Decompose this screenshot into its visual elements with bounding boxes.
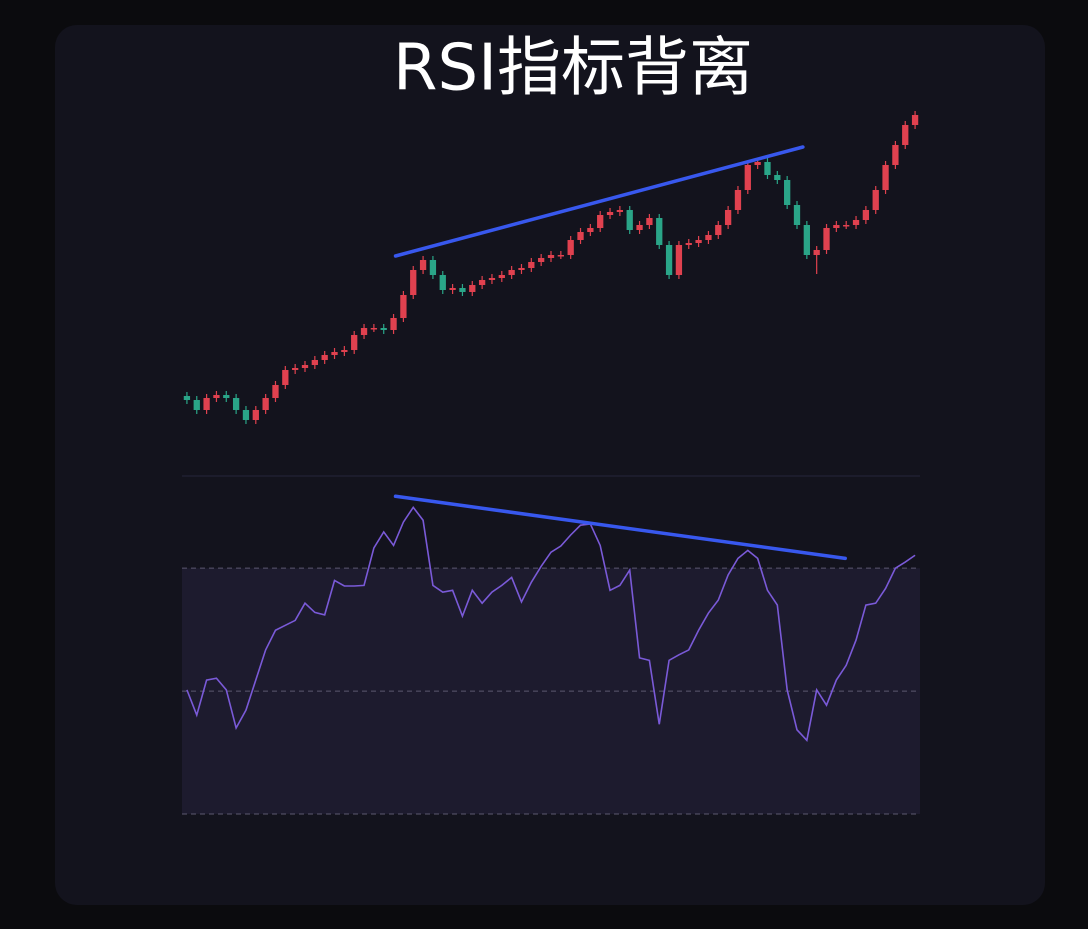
candle-body xyxy=(685,243,692,245)
candle-body xyxy=(528,262,535,268)
candle-body xyxy=(223,395,230,398)
candle-body xyxy=(715,225,722,235)
candle-body xyxy=(872,190,879,210)
candle-body xyxy=(656,218,663,245)
candle-body xyxy=(911,115,919,125)
candle-body xyxy=(577,232,584,240)
candle-body xyxy=(852,220,860,225)
candle-body xyxy=(488,278,496,280)
candle-body xyxy=(478,280,486,285)
candle-body xyxy=(419,260,427,270)
candle-body xyxy=(793,205,801,225)
candle-body xyxy=(380,328,387,330)
candle-body xyxy=(646,218,653,225)
candle-body xyxy=(744,165,751,190)
divergence-line xyxy=(393,494,847,561)
candle-body xyxy=(597,215,604,228)
candle-body xyxy=(469,285,476,292)
candle-body xyxy=(232,398,240,410)
candle-body xyxy=(705,235,712,240)
candle-body xyxy=(695,240,702,243)
candle-body xyxy=(213,395,220,398)
candle-body xyxy=(547,255,555,258)
candle-body xyxy=(449,288,456,290)
candle-body xyxy=(459,288,466,292)
candle-body xyxy=(803,225,810,255)
candle-body xyxy=(538,258,545,262)
candle-body xyxy=(784,180,791,205)
rsi-line xyxy=(186,505,916,742)
candle-body xyxy=(262,398,269,410)
candle-body xyxy=(724,210,732,225)
candle-body xyxy=(843,225,850,227)
candle-body xyxy=(606,212,614,215)
candle-body xyxy=(360,328,368,335)
candle-body xyxy=(321,355,328,360)
candle-body xyxy=(892,145,899,165)
candle-body xyxy=(626,210,633,230)
candle-body xyxy=(833,225,840,228)
candle-body xyxy=(272,385,279,398)
candle-body xyxy=(351,335,358,350)
candle-body xyxy=(675,245,683,275)
candle-body xyxy=(764,162,771,175)
candle-body xyxy=(242,410,250,420)
candle-body xyxy=(439,275,446,290)
candle-body xyxy=(252,410,259,420)
candle-body xyxy=(400,295,407,318)
candle-body xyxy=(813,250,820,255)
chart-title: RSI指标背离 xyxy=(393,32,753,106)
candle-body xyxy=(636,225,643,230)
candle-body xyxy=(203,398,210,410)
candle-body xyxy=(665,245,673,275)
candle-body xyxy=(183,396,191,400)
candle-body xyxy=(616,210,624,212)
candle-body xyxy=(301,365,309,368)
candle-body xyxy=(508,270,515,275)
candle-body xyxy=(410,270,417,295)
candle-body xyxy=(370,328,378,330)
candle-body xyxy=(754,162,761,165)
candle-body xyxy=(882,165,889,190)
candle-body xyxy=(587,228,594,232)
candle-body xyxy=(567,240,574,255)
candle-body xyxy=(823,228,830,250)
candle-body xyxy=(862,210,870,220)
candle-body xyxy=(557,255,564,257)
candle-body xyxy=(331,352,338,355)
candle-body xyxy=(390,318,397,330)
candle-body xyxy=(292,368,299,370)
candle-body xyxy=(341,350,348,352)
candle-body xyxy=(518,268,525,270)
candle-body xyxy=(734,190,742,210)
candle-body xyxy=(193,400,200,410)
candle-body xyxy=(429,260,437,275)
candle-body xyxy=(498,275,505,278)
candle-body xyxy=(902,125,909,145)
candle-body xyxy=(311,360,318,365)
candle-body xyxy=(282,370,289,385)
candle-body xyxy=(774,175,781,180)
divergence-line xyxy=(393,145,805,258)
